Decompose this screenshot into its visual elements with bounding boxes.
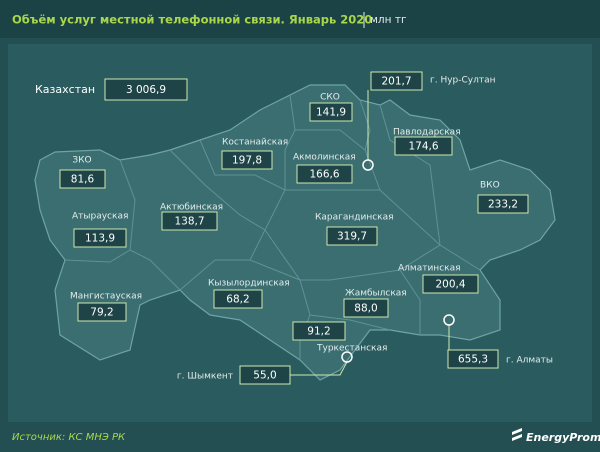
city-markers (290, 90, 455, 376)
region-value: 319,7 (337, 231, 367, 243)
value-box (370, 71, 423, 91)
value-box (394, 136, 453, 156)
region-name: ЗКО (72, 156, 91, 166)
region-borders (64, 94, 481, 360)
region-value: 91,2 (307, 326, 330, 338)
region-name: Карагандинская (315, 213, 394, 223)
value-box (326, 226, 378, 246)
unit: млн тг (370, 14, 406, 26)
region-name: Мангистауская (70, 292, 142, 302)
region-name: Туркестанская (316, 344, 387, 354)
region-name: г. Шымкент (177, 372, 233, 382)
value-box (309, 102, 353, 122)
region-name: Кызылординская (208, 279, 290, 289)
region-value: 79,2 (90, 307, 113, 319)
region-name: Костанайская (222, 138, 288, 148)
region-value: 166,6 (309, 169, 339, 181)
region-value: 113,9 (85, 233, 115, 245)
region-value: 141,9 (316, 107, 346, 119)
value-box (343, 298, 389, 318)
value-box (292, 321, 346, 341)
value-box (221, 150, 273, 170)
region-name: Алматинская (398, 264, 461, 274)
brand-logo: EnergyProm (512, 428, 600, 444)
title: Объём услуг местной телефонной связи. Ян… (12, 13, 372, 27)
value-box (239, 365, 291, 385)
region-name: Актюбинская (160, 203, 223, 213)
value-box (213, 289, 263, 309)
value-box (77, 302, 127, 322)
value-box (422, 274, 479, 294)
region-value: 233,2 (488, 199, 518, 211)
region-name: Атырауская (72, 212, 128, 222)
region-value: 81,6 (71, 174, 95, 186)
value-box (161, 211, 218, 231)
value-box (477, 194, 529, 214)
region-name: Акмолинская (293, 153, 356, 163)
title-bar (0, 0, 600, 38)
value-box (447, 349, 499, 369)
value-box (296, 164, 353, 184)
region-value: 55,0 (253, 370, 276, 382)
region-value: 174,6 (408, 141, 438, 153)
region-value: 197,8 (232, 155, 262, 167)
value-box (73, 228, 127, 248)
region-name: ВКО (480, 181, 500, 191)
region-value: 655,3 (458, 354, 488, 366)
region-value: 200,4 (435, 279, 465, 291)
region-name: Жамбылская (345, 289, 407, 299)
region-value: 138,7 (174, 216, 204, 228)
brand: EnergyProm (526, 431, 600, 444)
source: Источник: КС МНЭ РК (12, 432, 126, 443)
total-box (104, 78, 188, 101)
total-value: 3 006,9 (126, 84, 166, 96)
region-name: г. Алматы (506, 356, 553, 366)
region-name: г. Нур-Султан (430, 76, 496, 86)
region-value: 201,7 (381, 76, 411, 88)
total-label: Казахстан (35, 83, 95, 96)
value-box (59, 169, 106, 189)
region-value: 68,2 (226, 294, 249, 306)
region-value: 88,0 (354, 303, 377, 315)
region-name: Павлодарская (393, 128, 461, 138)
region-name: СКО (320, 93, 340, 103)
